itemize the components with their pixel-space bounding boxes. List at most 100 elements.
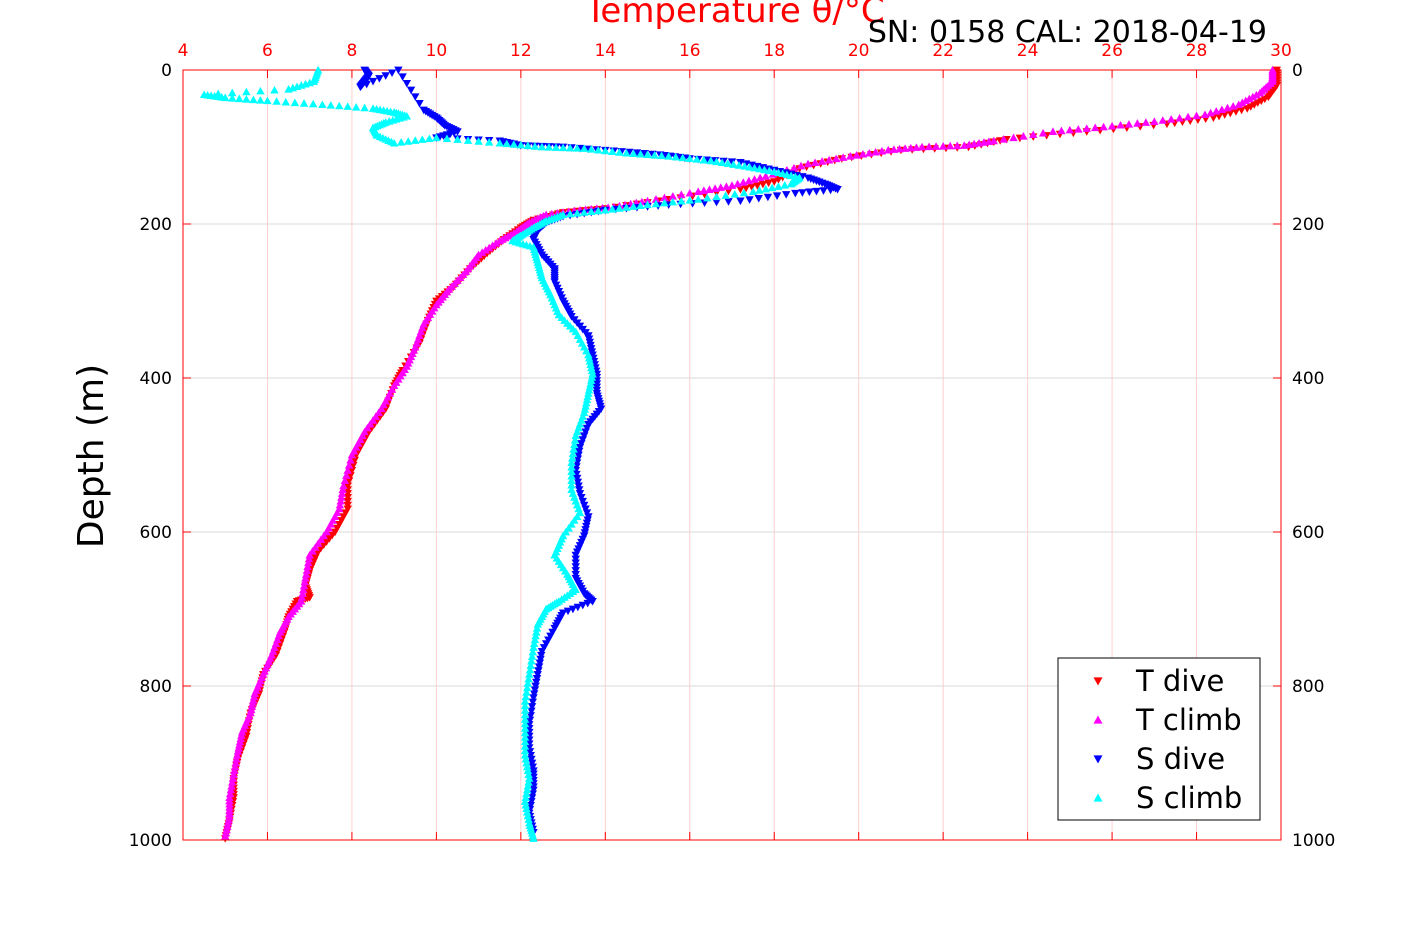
data-point bbox=[568, 605, 578, 614]
data-point bbox=[660, 198, 669, 207]
data-point bbox=[587, 373, 597, 381]
data-point bbox=[544, 636, 553, 644]
data-point bbox=[567, 467, 576, 476]
data-point bbox=[650, 151, 659, 159]
data-point bbox=[527, 652, 537, 660]
data-point bbox=[629, 202, 638, 210]
data-point bbox=[571, 551, 580, 560]
data-point bbox=[568, 454, 577, 462]
data-point bbox=[404, 137, 413, 145]
data-point bbox=[520, 742, 530, 750]
data-point bbox=[304, 554, 314, 563]
data-point bbox=[528, 763, 538, 772]
data-point bbox=[524, 770, 533, 778]
data-point bbox=[1223, 103, 1232, 112]
data-point bbox=[227, 781, 236, 790]
data-point bbox=[233, 747, 243, 755]
data-point bbox=[817, 157, 827, 165]
data-point bbox=[256, 86, 265, 95]
data-point bbox=[339, 481, 348, 490]
data-point bbox=[347, 450, 357, 459]
data-point bbox=[668, 197, 678, 206]
data-point bbox=[594, 145, 603, 154]
data-point bbox=[736, 197, 745, 206]
data-point bbox=[858, 149, 868, 158]
data-point bbox=[567, 476, 576, 485]
data-point bbox=[912, 143, 921, 151]
data-point bbox=[230, 762, 240, 771]
data-point bbox=[346, 472, 355, 480]
data-point bbox=[710, 184, 720, 192]
data-point bbox=[657, 151, 666, 160]
data-point bbox=[502, 139, 511, 148]
data-point bbox=[578, 601, 587, 610]
data-point bbox=[587, 145, 596, 153]
data-point bbox=[1057, 126, 1066, 135]
data-point bbox=[584, 353, 594, 362]
data-point bbox=[1253, 99, 1262, 107]
data-point bbox=[581, 505, 590, 514]
data-point bbox=[632, 149, 642, 157]
data-point bbox=[712, 198, 721, 207]
data-point bbox=[523, 766, 533, 775]
data-point bbox=[343, 466, 352, 474]
data-point bbox=[387, 69, 397, 78]
data-point bbox=[242, 95, 251, 103]
data-point bbox=[530, 142, 540, 150]
calibration-annotation: SN: 0158 CAL: 2018-04-19 bbox=[868, 15, 1267, 50]
data-point bbox=[703, 193, 712, 202]
data-point bbox=[272, 97, 281, 105]
data-point bbox=[520, 737, 530, 746]
data-points bbox=[199, 65, 1281, 843]
data-point bbox=[231, 758, 240, 767]
data-point bbox=[579, 208, 589, 216]
data-point bbox=[1183, 112, 1193, 121]
data-point bbox=[303, 562, 312, 571]
data-point bbox=[368, 77, 378, 86]
data-point bbox=[969, 139, 979, 148]
data-point bbox=[744, 176, 754, 185]
data-point bbox=[622, 148, 631, 157]
data-point bbox=[389, 138, 399, 147]
data-point bbox=[615, 204, 624, 212]
data-point bbox=[677, 190, 686, 199]
data-point bbox=[1090, 123, 1100, 132]
data-point bbox=[532, 624, 542, 632]
data-point bbox=[865, 148, 874, 157]
data-point bbox=[765, 166, 774, 175]
data-point bbox=[347, 467, 357, 475]
legend-label: S dive bbox=[1136, 742, 1225, 776]
data-point bbox=[234, 744, 243, 752]
data-point bbox=[339, 513, 348, 521]
data-point bbox=[453, 135, 462, 143]
data-point bbox=[537, 142, 547, 151]
data-point bbox=[668, 192, 678, 200]
data-point bbox=[546, 632, 555, 641]
data-point bbox=[636, 149, 645, 158]
data-point bbox=[520, 697, 530, 705]
data-point bbox=[931, 142, 941, 150]
data-point bbox=[224, 815, 233, 824]
data-point bbox=[284, 85, 293, 93]
data-point bbox=[572, 144, 582, 152]
data-point bbox=[889, 145, 899, 153]
data-point bbox=[572, 474, 582, 483]
legend-marker bbox=[1093, 677, 1103, 686]
data-point bbox=[225, 812, 234, 821]
data-point bbox=[565, 143, 575, 152]
series-s-climb bbox=[199, 65, 804, 842]
x-tick-label: 26 bbox=[1101, 41, 1123, 61]
data-point bbox=[346, 455, 355, 464]
data-point bbox=[706, 156, 716, 165]
data-point bbox=[270, 85, 279, 94]
data-point bbox=[1257, 97, 1266, 105]
data-point bbox=[525, 665, 535, 674]
data-point bbox=[362, 80, 371, 89]
data-point bbox=[337, 517, 346, 525]
data-point bbox=[594, 206, 603, 215]
data-point bbox=[1019, 132, 1028, 140]
y-tick-label-left: 600 bbox=[140, 523, 172, 543]
data-point bbox=[578, 497, 587, 506]
data-point bbox=[761, 184, 770, 193]
data-point bbox=[960, 141, 969, 149]
